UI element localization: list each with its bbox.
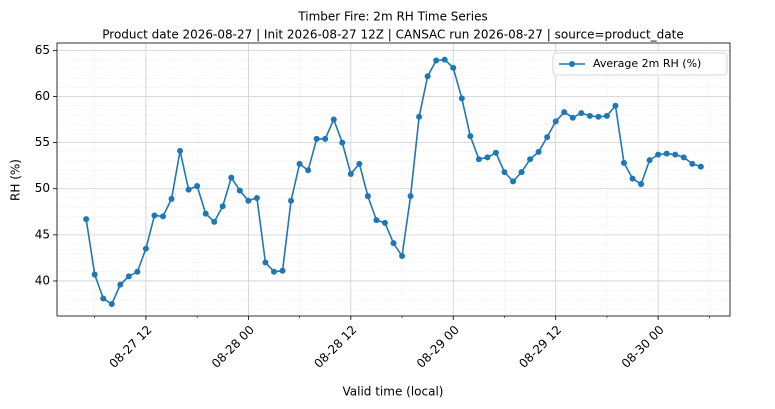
marker <box>578 110 585 117</box>
marker <box>484 154 491 161</box>
marker <box>663 150 670 157</box>
x-tick-label: 08-28 00 <box>209 323 257 371</box>
y-tick-label: 40 <box>35 273 50 287</box>
marker <box>381 219 388 226</box>
y-tick-label: 45 <box>35 227 50 241</box>
marker <box>458 95 465 102</box>
marker <box>202 210 209 217</box>
marker <box>501 169 508 176</box>
marker <box>689 160 696 167</box>
marker <box>117 281 124 288</box>
marker <box>655 151 662 158</box>
marker <box>672 151 679 158</box>
y-tick-label: 55 <box>35 135 50 149</box>
marker <box>595 113 602 120</box>
marker <box>253 194 260 201</box>
x-tick-label: 08-29 12 <box>516 323 564 371</box>
marker <box>245 197 252 204</box>
marker <box>296 160 303 167</box>
marker <box>330 116 337 123</box>
marker <box>586 112 593 119</box>
marker <box>407 193 414 200</box>
marker <box>492 149 499 156</box>
marker <box>620 159 627 166</box>
marker <box>527 156 534 163</box>
marker <box>629 175 636 182</box>
x-tick-label: 08-30 00 <box>619 323 667 371</box>
marker <box>305 167 312 174</box>
marker <box>177 147 184 154</box>
marker <box>125 273 132 280</box>
marker <box>313 135 320 142</box>
marker <box>416 113 423 120</box>
y-tick-label: 60 <box>35 89 50 103</box>
marker <box>433 57 440 64</box>
marker <box>134 268 141 275</box>
marker <box>219 203 226 210</box>
marker <box>347 170 354 177</box>
x-axis-label: Valid time (local) <box>343 385 444 399</box>
marker <box>510 178 517 185</box>
marker <box>561 109 568 116</box>
marker <box>83 216 90 223</box>
x-tick-label: 08-29 00 <box>414 323 462 371</box>
marker <box>390 240 397 247</box>
marker <box>364 193 371 200</box>
marker <box>160 213 167 220</box>
marker <box>236 187 243 194</box>
marker <box>194 182 201 189</box>
marker <box>356 160 363 167</box>
plot-frame <box>56 42 731 317</box>
legend-box <box>552 52 728 76</box>
marker <box>569 114 576 121</box>
marker <box>262 259 269 266</box>
marker <box>373 217 380 224</box>
marker <box>339 139 346 146</box>
chart-title: Timber Fire: 2m RH Time Series <box>297 10 487 24</box>
marker <box>151 212 158 219</box>
marker <box>612 102 619 109</box>
x-tick-label: 08-28 12 <box>311 323 359 371</box>
marker <box>646 157 653 164</box>
marker <box>697 163 704 170</box>
marker <box>399 253 406 260</box>
marker <box>100 295 107 302</box>
chart-subtitle: Product date 2026-08-27 | Init 2026-08-2… <box>102 28 683 42</box>
marker <box>680 154 687 161</box>
x-tick-label: 08-27 12 <box>106 323 154 371</box>
legend-marker <box>569 61 575 67</box>
marker <box>322 135 329 142</box>
marker <box>518 169 525 176</box>
marker <box>441 56 448 63</box>
marker <box>228 174 235 181</box>
marker <box>544 134 551 141</box>
marker <box>108 301 115 308</box>
marker <box>270 268 277 275</box>
legend-label: Average 2m RH (%) <box>593 57 701 70</box>
marker <box>279 267 286 274</box>
marker <box>638 181 645 188</box>
marker <box>424 73 431 80</box>
marker <box>475 156 482 163</box>
marker <box>603 112 610 119</box>
marker <box>168 195 175 202</box>
marker <box>91 271 98 278</box>
marker <box>450 64 457 71</box>
marker <box>552 118 559 125</box>
marker <box>211 218 218 225</box>
marker <box>142 245 149 252</box>
y-axis-label: RH (%) <box>9 159 23 201</box>
marker <box>185 186 192 193</box>
y-tick-label: 50 <box>35 181 50 195</box>
marker <box>288 197 295 204</box>
marker <box>467 133 474 140</box>
y-tick-label: 65 <box>35 43 50 57</box>
marker <box>535 148 542 155</box>
